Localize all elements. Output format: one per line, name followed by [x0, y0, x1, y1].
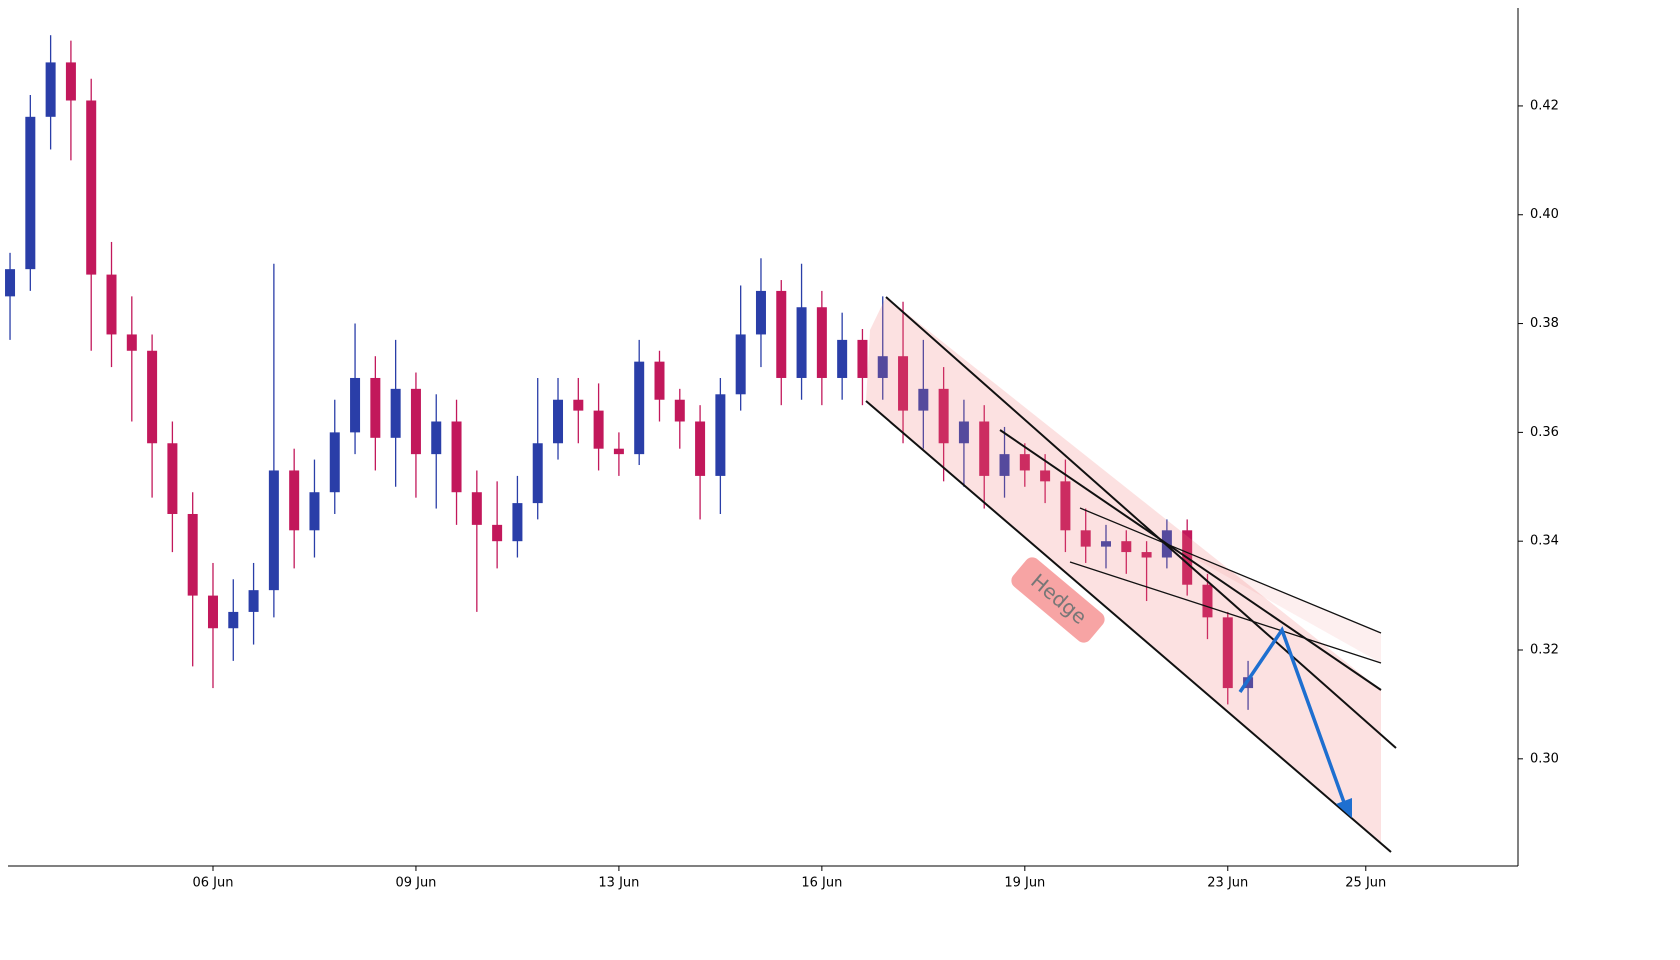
trend-line [999, 429, 1382, 691]
candle-body [816, 307, 827, 378]
candle-body [999, 454, 1010, 476]
candle-body [65, 62, 76, 101]
candle-body [268, 470, 279, 591]
candle-body [431, 421, 442, 455]
candle-body [958, 421, 969, 444]
channel-lower [865, 400, 1392, 853]
candle-body [553, 399, 564, 444]
candle-body [715, 394, 726, 476]
candle-body [5, 269, 16, 297]
candle-body [228, 611, 239, 629]
candle-body [857, 339, 868, 378]
candle-body [1040, 470, 1051, 482]
x-tick-label: 13 Jun [598, 876, 639, 891]
candle-body [532, 443, 543, 504]
y-tick-label: 0.38 [1530, 316, 1559, 331]
y-tick-label: 0.42 [1530, 98, 1559, 113]
x-tick-label: 16 Jun [801, 876, 842, 891]
candle-body [492, 524, 503, 542]
candle-body [837, 339, 848, 378]
x-tick-label: 23 Jun [1207, 876, 1248, 891]
fan-line [1079, 507, 1382, 634]
candle-body [1202, 584, 1213, 618]
arrow-head [1336, 798, 1352, 818]
candle-body [613, 448, 624, 455]
candle-body [289, 470, 300, 531]
candle-body [106, 274, 117, 335]
candle-body [938, 388, 949, 444]
candle-body [126, 334, 137, 351]
candle-body [390, 388, 401, 438]
candle-body [898, 356, 909, 411]
candle-body [735, 334, 746, 395]
projection-arrow [1238, 626, 1348, 809]
candles [5, 35, 1254, 710]
x-tick-label: 09 Jun [395, 876, 436, 891]
candle-body [573, 399, 584, 411]
y-tick-label: 0.36 [1530, 425, 1559, 440]
candle-body [451, 421, 462, 493]
candle-body [674, 399, 685, 422]
candle-body [979, 421, 990, 476]
candle-body [45, 62, 56, 117]
candle-body [370, 377, 381, 438]
candle-body [634, 361, 645, 455]
candle-body [1080, 530, 1091, 547]
x-tick-label: 25 Jun [1345, 876, 1386, 891]
x-tick-label: 19 Jun [1004, 876, 1045, 891]
annotation-bg [1011, 557, 1105, 643]
y-tick-label: 0.34 [1530, 534, 1559, 549]
candle-body [1019, 454, 1030, 471]
candle-body [1121, 541, 1132, 553]
drawings: Hedge [865, 296, 1397, 853]
fan-line [1069, 561, 1382, 664]
candle-body [350, 377, 361, 433]
candle-body [755, 290, 766, 335]
candle-body [25, 116, 36, 270]
candle-body [1222, 617, 1233, 689]
channel-upper [885, 296, 1397, 749]
candle-body [207, 595, 218, 629]
candle-body [654, 361, 665, 400]
candle-body [309, 492, 320, 531]
candle-body [410, 388, 421, 455]
candle-body [695, 421, 706, 476]
candle-body [593, 410, 604, 449]
fan-fill [1176, 548, 1381, 663]
candle-body [512, 503, 523, 542]
candle-body [147, 350, 158, 444]
candle-body [1100, 541, 1111, 547]
candle-body [877, 356, 888, 378]
candle-body [1060, 481, 1071, 531]
y-tick-label: 0.30 [1530, 751, 1559, 766]
candle-body [796, 307, 807, 378]
candle-body [248, 590, 259, 612]
candle-body [776, 290, 787, 378]
y-tick-label: 0.40 [1530, 207, 1559, 222]
x-tick-label: 06 Jun [192, 876, 233, 891]
candle-body [1141, 552, 1152, 558]
candle-body [471, 492, 482, 525]
candle-body [918, 388, 929, 411]
candle-body [167, 443, 178, 514]
candle-body [329, 432, 340, 493]
candle-body [86, 100, 97, 275]
candle-body [187, 513, 198, 596]
y-tick-label: 0.32 [1530, 643, 1559, 658]
channel-fill [866, 297, 1381, 842]
